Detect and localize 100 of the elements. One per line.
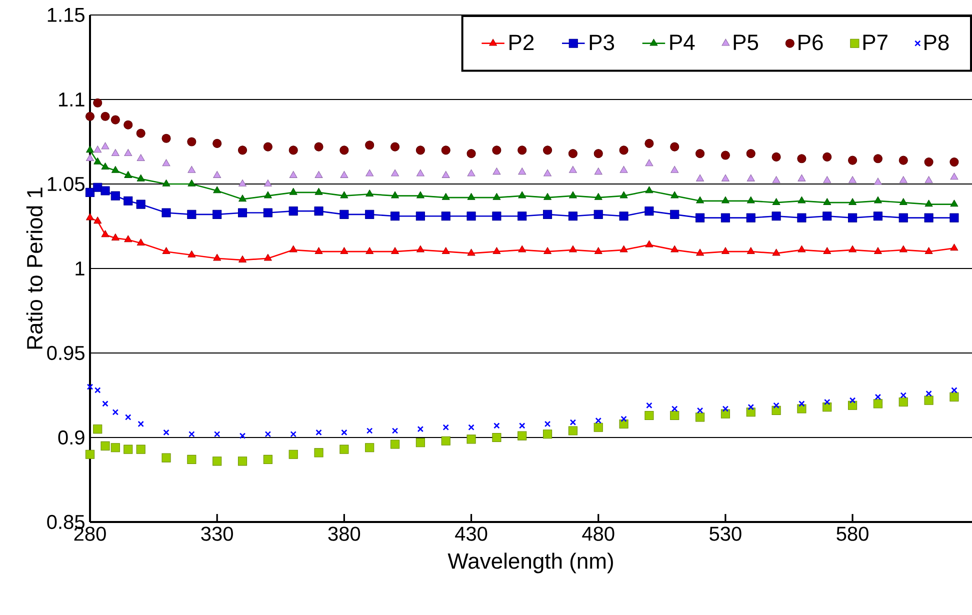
point — [824, 398, 830, 406]
point — [797, 213, 806, 222]
y-tick-label: 1 — [76, 262, 84, 276]
point — [264, 179, 272, 186]
point — [848, 198, 857, 205]
point — [518, 422, 526, 429]
point — [340, 191, 348, 198]
point — [187, 454, 196, 464]
point — [746, 247, 755, 254]
point — [85, 450, 95, 459]
point — [392, 428, 398, 434]
point — [594, 422, 603, 432]
x-tick-label: 330 — [201, 526, 233, 541]
point — [264, 254, 272, 261]
point — [162, 159, 170, 166]
point — [695, 412, 705, 422]
point — [670, 245, 679, 252]
point — [670, 142, 680, 152]
point — [366, 169, 374, 176]
point — [110, 115, 120, 124]
point — [899, 176, 908, 184]
point — [542, 146, 552, 155]
point — [746, 149, 756, 158]
point — [670, 166, 679, 173]
point — [492, 146, 502, 155]
point — [366, 190, 374, 197]
point — [124, 149, 132, 156]
point — [238, 146, 248, 155]
legend-label: P4 — [670, 34, 695, 50]
point — [544, 420, 551, 428]
point — [594, 149, 603, 158]
point — [874, 196, 882, 204]
point — [772, 212, 781, 221]
point — [162, 453, 171, 462]
point — [365, 443, 374, 452]
point — [416, 146, 425, 155]
point — [214, 430, 220, 438]
point — [188, 430, 195, 438]
point — [136, 128, 146, 138]
point — [924, 396, 934, 405]
point — [94, 146, 102, 153]
point — [720, 213, 730, 222]
point — [721, 247, 730, 254]
point — [619, 146, 628, 155]
point — [772, 152, 781, 162]
point — [644, 206, 654, 216]
legend-label: P8 — [924, 34, 949, 50]
point — [720, 150, 730, 160]
point — [390, 440, 400, 449]
point — [86, 384, 94, 390]
point — [238, 194, 246, 202]
point — [314, 247, 323, 254]
point — [568, 245, 577, 252]
point — [542, 210, 552, 219]
point — [390, 142, 400, 152]
point — [238, 256, 246, 262]
point — [773, 402, 780, 409]
point — [94, 387, 101, 394]
point — [568, 191, 577, 198]
point — [494, 422, 500, 429]
point — [873, 399, 882, 408]
point — [366, 428, 373, 434]
point — [644, 138, 654, 148]
point — [595, 417, 602, 424]
point — [314, 448, 324, 458]
point — [238, 208, 248, 218]
point — [467, 169, 476, 176]
point — [620, 245, 628, 252]
point — [124, 235, 132, 242]
point — [86, 146, 94, 153]
point — [391, 191, 399, 198]
point — [518, 212, 527, 221]
point — [125, 414, 132, 420]
point — [94, 216, 102, 224]
point — [848, 176, 857, 184]
point — [188, 250, 196, 258]
point — [950, 392, 959, 402]
point — [136, 444, 146, 454]
point — [111, 149, 120, 156]
point — [466, 212, 476, 221]
point — [696, 248, 704, 256]
point — [100, 441, 110, 450]
point — [568, 212, 578, 221]
point — [772, 198, 780, 205]
point — [441, 146, 450, 155]
point — [416, 438, 425, 448]
point — [340, 171, 348, 178]
point — [798, 400, 805, 407]
point — [874, 394, 882, 400]
point — [797, 154, 806, 164]
point — [951, 387, 958, 394]
point — [213, 186, 222, 194]
point — [568, 166, 577, 173]
point — [722, 406, 729, 412]
point — [391, 169, 399, 176]
point — [492, 432, 502, 442]
point — [899, 245, 908, 252]
point — [696, 196, 704, 204]
point — [898, 213, 908, 222]
point — [518, 191, 526, 198]
